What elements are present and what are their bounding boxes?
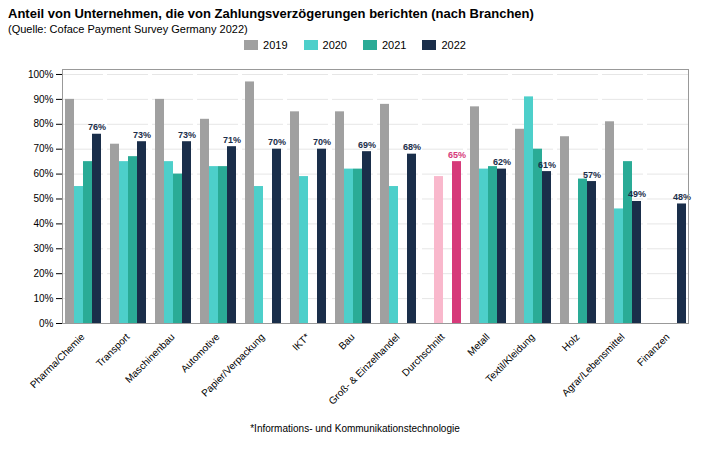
html-text:2019: 2019 [263, 39, 288, 51]
svg-text:73%: 73% [178, 130, 196, 140]
svg-text:65%: 65% [448, 150, 466, 160]
svg-text:Groß- & Einzelhandel: Groß- & Einzelhandel [326, 331, 401, 406]
svg-text:IKT*: IKT* [290, 331, 312, 353]
svg-text:48%: 48% [673, 192, 691, 202]
html-text:Anteil von Unternehmen, die vo: Anteil von Unternehmen, die von Zahlungs… [8, 6, 534, 21]
svg-text:61%: 61% [538, 160, 556, 170]
svg-text:71%: 71% [223, 135, 241, 145]
html-text:*Informations- und Kommunikati: *Informations- und Kommunikationstechnol… [250, 423, 460, 434]
svg-text:0%: 0% [39, 318, 54, 329]
svg-text:Holz: Holz [560, 331, 582, 353]
svg-text:76%: 76% [88, 122, 106, 132]
svg-text:69%: 69% [358, 140, 376, 150]
svg-text:10%: 10% [33, 293, 53, 304]
svg-text:73%: 73% [133, 130, 151, 140]
svg-text:Maschinenbau: Maschinenbau [123, 331, 177, 385]
svg-text:30%: 30% [33, 243, 53, 254]
html-text:2020: 2020 [322, 39, 347, 51]
svg-text:Agrar/Lebensmittel: Agrar/Lebensmittel [560, 331, 627, 398]
svg-text:62%: 62% [493, 157, 511, 167]
svg-text:Bau: Bau [336, 331, 356, 351]
svg-text:70%: 70% [33, 143, 53, 154]
svg-text:70%: 70% [313, 137, 331, 147]
svg-text:90%: 90% [33, 94, 53, 105]
svg-text:100%: 100% [28, 69, 54, 80]
svg-text:Automotive: Automotive [179, 331, 222, 374]
svg-text:Pharma/Chemie: Pharma/Chemie [28, 331, 87, 390]
svg-text:50%: 50% [33, 193, 53, 204]
svg-text:Durchschnitt: Durchschnitt [400, 331, 447, 378]
svg-text:Transport: Transport [94, 331, 132, 369]
svg-text:60%: 60% [33, 168, 53, 179]
html-text:2022: 2022 [441, 39, 466, 51]
html-text:2021: 2021 [382, 39, 407, 51]
svg-text:Papier/Verpackung: Papier/Verpackung [199, 331, 267, 399]
svg-text:57%: 57% [583, 170, 601, 180]
svg-text:Finanzen: Finanzen [635, 331, 672, 368]
svg-text:70%: 70% [268, 137, 286, 147]
svg-text:49%: 49% [628, 189, 646, 199]
svg-text:80%: 80% [33, 118, 53, 129]
html-text:(Quelle: Coface Payment Survey: (Quelle: Coface Payment Survey Germany 2… [8, 23, 248, 35]
svg-text:Textil/Kleidung: Textil/Kleidung [483, 331, 536, 384]
svg-text:68%: 68% [403, 142, 421, 152]
svg-text:20%: 20% [33, 268, 53, 279]
svg-text:40%: 40% [33, 218, 53, 229]
svg-text:Metall: Metall [465, 331, 492, 358]
